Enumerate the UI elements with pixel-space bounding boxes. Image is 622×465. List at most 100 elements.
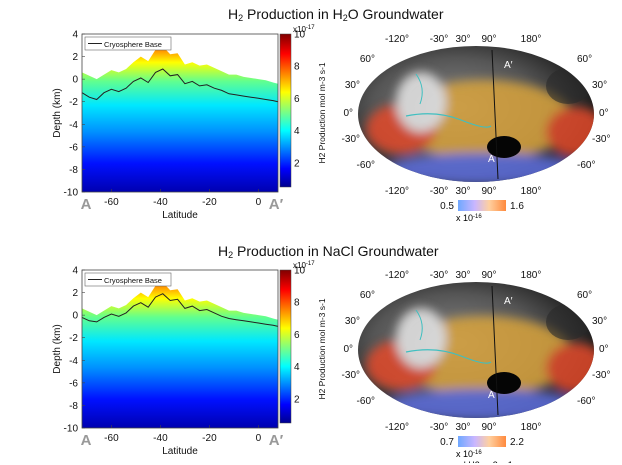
legend-label: Cryosphere Base bbox=[104, 40, 162, 49]
map-colorbar-min: 0.7 bbox=[440, 437, 454, 448]
hellas-basin bbox=[487, 136, 521, 158]
map-colorbar-unit: mol H2 m-3 s-1 bbox=[451, 460, 513, 463]
colorbar-exponent: x10-17 bbox=[293, 261, 315, 270]
transect-line bbox=[491, 49, 499, 180]
colorbar-label: H2 Production mol m-3 s-1 bbox=[317, 298, 327, 399]
map-colorbar bbox=[458, 200, 506, 211]
colorbar-tick-label: 4 bbox=[294, 126, 300, 137]
production-field bbox=[82, 46, 278, 192]
transect-a-prime: A′ bbox=[504, 60, 513, 71]
x-tick-label: 0 bbox=[256, 433, 262, 444]
x-tick-label: -60 bbox=[104, 433, 119, 444]
valley-network bbox=[405, 349, 492, 364]
top-longitude-label: -30° bbox=[430, 270, 448, 281]
dark-region bbox=[546, 68, 590, 104]
bottom-longitude-label: -120° bbox=[385, 422, 409, 433]
transect-a-prime: A′ bbox=[504, 296, 513, 307]
map-colorbar bbox=[458, 436, 506, 447]
valley-network bbox=[405, 113, 492, 128]
mars-overlay-group bbox=[366, 304, 594, 418]
right-latitude-label: 30° bbox=[592, 80, 607, 91]
right-latitude-label: -30° bbox=[592, 134, 610, 145]
bottom-longitude-label: 30° bbox=[455, 422, 470, 433]
colorbar-tick-label: 2 bbox=[294, 394, 300, 405]
left-latitude-label: 30° bbox=[345, 316, 360, 327]
bottom-longitude-label: 30° bbox=[455, 186, 470, 197]
left-latitude-label: -60° bbox=[357, 396, 375, 407]
x-tick-label: 0 bbox=[256, 197, 262, 208]
y-tick-label: -10 bbox=[64, 424, 79, 435]
right-latitude-label: 0° bbox=[599, 108, 609, 119]
left-latitude-label: 0° bbox=[343, 108, 353, 119]
left-latitude-label: 60° bbox=[360, 54, 375, 65]
bottom-longitude-label: 90° bbox=[481, 186, 496, 197]
right-latitude-label: -60° bbox=[577, 160, 595, 171]
colorbar-exponent: x10-17 bbox=[293, 25, 315, 34]
production-overlay bbox=[366, 72, 594, 182]
x-tick-label: -40 bbox=[153, 197, 168, 208]
mars-overlay-group bbox=[366, 68, 594, 182]
left-latitude-label: 30° bbox=[345, 80, 360, 91]
colorbar bbox=[279, 33, 292, 188]
right-latitude-label: -60° bbox=[577, 396, 595, 407]
valley-network bbox=[415, 309, 423, 341]
y-tick-label: -6 bbox=[69, 142, 78, 153]
plot-frame bbox=[81, 269, 279, 429]
x-tick-label: -20 bbox=[202, 433, 217, 444]
y-tick-label: 2 bbox=[72, 52, 78, 63]
x-tick-label: -60 bbox=[104, 197, 119, 208]
top-longitude-label: 30° bbox=[455, 270, 470, 281]
hellas-basin bbox=[487, 372, 521, 394]
bottom-longitude-label: 180° bbox=[521, 186, 542, 197]
endpoint-a-label: A bbox=[81, 196, 92, 213]
colorbar-tick-label: 6 bbox=[294, 94, 300, 105]
plot-frame bbox=[81, 33, 279, 193]
colorbar-label: H2 Production mol m-3 s-1 bbox=[317, 62, 327, 163]
bottom-longitude-label: -30° bbox=[430, 422, 448, 433]
y-tick-label: -8 bbox=[69, 165, 78, 176]
right-latitude-label: 60° bbox=[577, 290, 592, 301]
panel2-title: H2 Production in NaCl Groundwater bbox=[218, 243, 439, 260]
colorbar-tick-label: 6 bbox=[294, 330, 300, 341]
colorbar bbox=[279, 269, 292, 424]
top-longitude-label: 90° bbox=[481, 270, 496, 281]
legend-box bbox=[84, 36, 172, 51]
left-latitude-label: 60° bbox=[360, 290, 375, 301]
colorbar-tick-label: 10 bbox=[294, 30, 306, 41]
cryosphere-base-line bbox=[81, 293, 279, 327]
top-longitude-label: 90° bbox=[481, 34, 496, 45]
dark-region bbox=[546, 304, 590, 340]
map-colorbar-max: 1.6 bbox=[510, 201, 524, 212]
x-tick-label: -40 bbox=[153, 433, 168, 444]
overlay-hot-east bbox=[546, 107, 594, 157]
bottom-longitude-label: 90° bbox=[481, 422, 496, 433]
bottom-longitude-label: 180° bbox=[521, 422, 542, 433]
y-tick-label: -4 bbox=[69, 120, 78, 131]
transect-a: A bbox=[488, 154, 495, 165]
colorbar-tick-label: 2 bbox=[294, 158, 300, 169]
colorbar-tick-label: 4 bbox=[294, 362, 300, 373]
left-latitude-label: -60° bbox=[357, 160, 375, 171]
y-tick-label: 0 bbox=[72, 75, 78, 86]
colorbar-tick-label: 8 bbox=[294, 62, 300, 73]
bottom-longitude-label: -120° bbox=[385, 186, 409, 197]
colorbar-tick-label: 10 bbox=[294, 266, 306, 277]
colorbar-tick-label: 8 bbox=[294, 298, 300, 309]
y-tick-label: 4 bbox=[72, 30, 78, 41]
legend-box bbox=[84, 272, 172, 287]
y-tick-label: -8 bbox=[69, 401, 78, 412]
right-latitude-label: -30° bbox=[592, 370, 610, 381]
y-tick-label: -6 bbox=[69, 378, 78, 389]
map-colorbar-min: 0.5 bbox=[440, 201, 454, 212]
valley-network bbox=[415, 73, 423, 105]
map-colorbar-exponent: x 10-16 bbox=[456, 213, 482, 223]
endpoint-a-prime-label: A′ bbox=[269, 196, 284, 213]
right-latitude-label: 60° bbox=[577, 54, 592, 65]
top-longitude-label: -120° bbox=[385, 34, 409, 45]
y-tick-label: -10 bbox=[64, 188, 79, 199]
right-latitude-label: 0° bbox=[599, 344, 609, 355]
top-longitude-label: -30° bbox=[430, 34, 448, 45]
x-tick-label: -20 bbox=[202, 197, 217, 208]
x-axis-label: Latitude bbox=[162, 210, 198, 221]
